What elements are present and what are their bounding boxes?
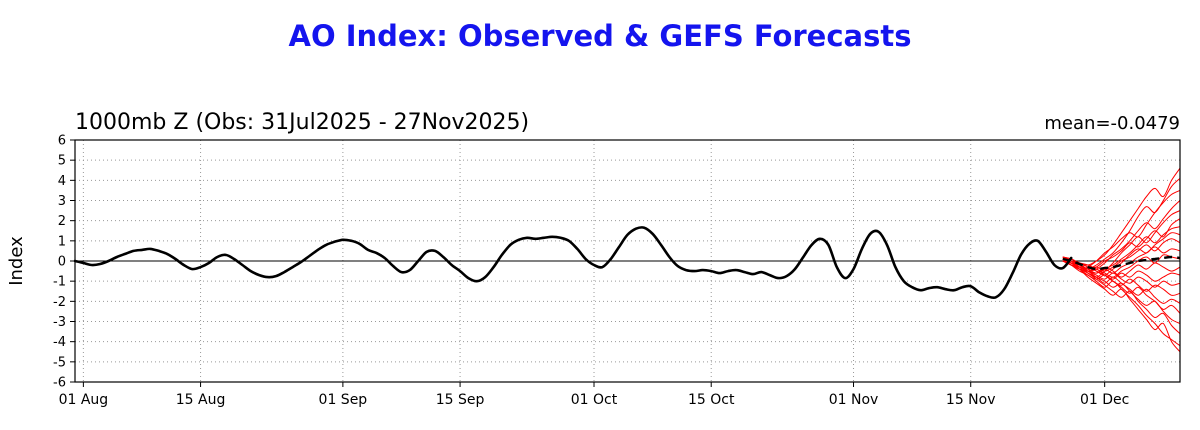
y-tick-label: -2 [53,295,66,310]
x-tick-label: 15 Oct [688,392,735,408]
y-tick-label: 6 [58,134,66,149]
y-tick-label: -3 [53,315,66,330]
y-tick-label: 0 [58,255,66,270]
x-tick-label: 01 Nov [829,392,879,408]
plot-frame [74,139,1181,383]
x-tick-label: 01 Dec [1080,392,1129,408]
y-tick-label: -6 [53,376,66,391]
x-tick-label: 15 Sep [436,392,485,408]
x-tick-label: 01 Sep [319,392,368,408]
observed-line [73,226,1073,300]
y-tick-label: -1 [53,275,66,290]
forecast-member-line [1062,260,1181,334]
y-tick-label: 2 [58,214,66,229]
forecast-member-line [1062,260,1181,353]
y-tick-label: -4 [53,335,66,350]
forecast-member-line [1062,260,1181,288]
x-tick-label: 15 Nov [946,392,996,408]
x-tick-label: 01 Oct [571,392,618,408]
forecast-member-line [1062,254,1181,278]
x-tick-label: 01 Aug [59,392,109,408]
mean-label: mean=-0.0479 [1044,113,1180,134]
chart-title: AO Index: Observed & GEFS Forecasts [289,19,912,53]
y-tick-label: 4 [58,174,66,189]
y-tick-label: 5 [58,154,66,169]
y-tick-label: -5 [53,355,66,370]
forecast-member-line [1062,258,1181,347]
y-axis-label: Index [6,236,27,286]
plot-area: -6 -5 -4 -3 -2 -1 0 1 2 3 4 5 6 01 Aug 15 Aug 01 Sep 15 … [53,134,1181,408]
x-tick-label: 15 Aug [176,392,226,408]
chart-subtitle: 1000mb Z (Obs: 31Jul2025 - 27Nov2025) [75,110,529,135]
y-tick-label: 3 [58,194,66,209]
forecast-mean-line [1062,255,1181,271]
y-tick-label: 1 [58,234,66,249]
